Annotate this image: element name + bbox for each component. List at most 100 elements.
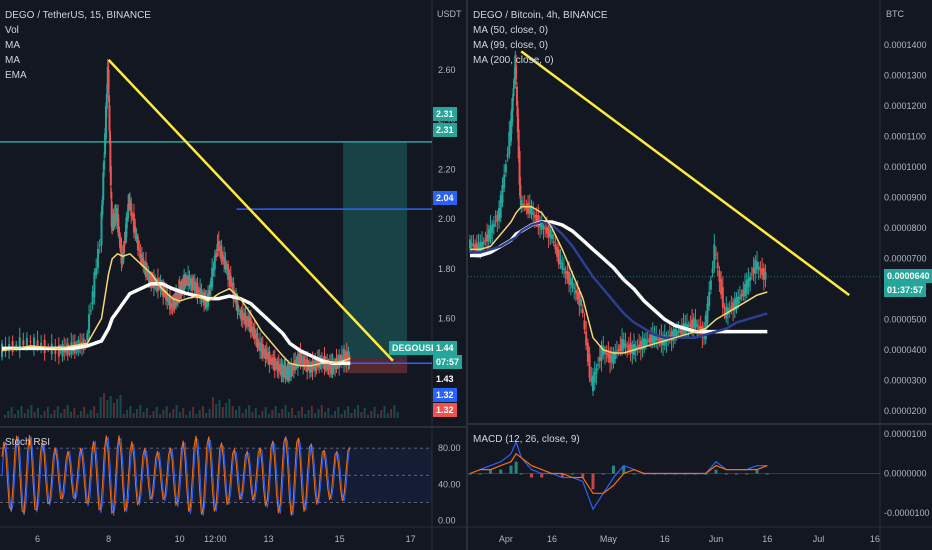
left-oscillator-label[interactable]: Stoch RSI bbox=[5, 437, 51, 448]
left-candle-body bbox=[109, 166, 112, 186]
left-candle-body bbox=[22, 340, 25, 346]
left-volume-bar bbox=[175, 405, 178, 418]
left-candle-body bbox=[252, 326, 255, 336]
left-volume-bar bbox=[20, 406, 23, 418]
left-volume-bar bbox=[122, 414, 125, 418]
left-volume-bar bbox=[264, 407, 267, 418]
right-indicator-ma-99[interactable]: MA (99, close, 0) bbox=[473, 40, 549, 51]
right-candle-body bbox=[494, 221, 497, 223]
left-osc-tick: 80.00 bbox=[438, 443, 461, 453]
left-volume-bar bbox=[211, 397, 214, 418]
right-chart-panel[interactable]: 0.0001400 0.0001300 0.0001200 0.0001100 0.00… bbox=[468, 0, 932, 550]
left-candle-body bbox=[18, 337, 21, 351]
left-indicator-ema[interactable]: EMA bbox=[5, 70, 27, 81]
left-indicator-vol[interactable]: Vol bbox=[5, 25, 19, 36]
left-candle-body bbox=[108, 105, 111, 131]
right-legend: DEGO / Bitcoin, 4h, BINANCE MA (50, clos… bbox=[473, 8, 608, 68]
panel-divider[interactable] bbox=[466, 0, 468, 550]
right-candle-body bbox=[486, 234, 489, 242]
right-candle-body bbox=[521, 203, 524, 208]
right-x-tick: 16 bbox=[870, 534, 880, 544]
left-badge-last-price: 1.44 bbox=[433, 341, 457, 355]
right-macd-histogram-bar bbox=[745, 473, 749, 475]
right-candle-body bbox=[566, 271, 569, 280]
left-candle-body bbox=[147, 271, 150, 281]
left-volume-bar bbox=[373, 407, 376, 418]
left-volume-bar bbox=[89, 410, 92, 418]
left-y-tick: 2.20 bbox=[438, 164, 456, 174]
left-volume-bar bbox=[301, 407, 303, 418]
left-volume-bar bbox=[380, 410, 383, 418]
left-candle-body bbox=[126, 218, 129, 221]
left-candle-body bbox=[199, 288, 202, 299]
left-candle-body bbox=[189, 280, 192, 286]
left-volume-bar bbox=[238, 406, 241, 418]
left-candle-body bbox=[125, 217, 128, 238]
right-candle-body bbox=[738, 296, 741, 300]
left-indicator-ma-1[interactable]: MA bbox=[5, 40, 20, 51]
left-volume-bar bbox=[231, 406, 234, 418]
right-candle-body bbox=[665, 336, 668, 343]
left-candle-body bbox=[119, 235, 122, 249]
left-candle-body bbox=[316, 359, 319, 367]
left-volume-bar bbox=[7, 411, 10, 418]
left-candle-body bbox=[59, 350, 62, 352]
right-macd-histogram-bar bbox=[765, 473, 769, 475]
left-volume-bar bbox=[50, 414, 53, 418]
right-candle-body bbox=[728, 308, 731, 311]
left-volume-bar bbox=[109, 396, 112, 418]
right-candle-body bbox=[568, 271, 571, 285]
right-macd-histogram-bar bbox=[468, 473, 472, 475]
left-volume-bar bbox=[165, 406, 168, 418]
left-candle-body bbox=[296, 354, 299, 369]
left-chart-canvas[interactable]: 2.602.402.202.001.801.60681012:001315178… bbox=[0, 0, 466, 550]
left-volume-bar bbox=[132, 413, 135, 418]
right-candle-body bbox=[605, 352, 608, 355]
left-candle-body bbox=[96, 248, 99, 269]
left-candle-body bbox=[123, 241, 126, 246]
right-symbol-title[interactable]: DEGO / Bitcoin, 4h, BINANCE bbox=[473, 10, 608, 21]
left-badge-resistance: 2.04 bbox=[433, 191, 457, 205]
left-volume-bar bbox=[43, 411, 46, 418]
left-symbol-title[interactable]: DEGO / TetherUS, 15, BINANCE bbox=[5, 10, 151, 21]
right-candle-body bbox=[638, 344, 641, 349]
left-candle-body bbox=[324, 363, 327, 365]
left-indicator-ma-2[interactable]: MA bbox=[5, 55, 20, 66]
right-chart-canvas[interactable]: 0.0001400 0.0001300 0.0001200 0.0001100 0.00… bbox=[468, 0, 932, 550]
right-candle-body bbox=[711, 268, 714, 273]
left-candle-body bbox=[187, 275, 190, 286]
right-candle-body bbox=[547, 226, 550, 238]
left-chart-panel[interactable]: 2.602.402.202.001.801.60681012:001315178… bbox=[0, 0, 466, 550]
left-volume-bar bbox=[149, 415, 152, 418]
right-oscillator-label[interactable]: MACD (12, 26, close, 9) bbox=[473, 434, 580, 445]
left-volume-bar bbox=[291, 408, 294, 418]
left-volume-bar bbox=[330, 415, 333, 418]
right-candle-body bbox=[474, 243, 477, 250]
right-indicator-ma-200[interactable]: MA (200, close, 0) bbox=[473, 55, 554, 66]
left-volume-bar bbox=[360, 412, 363, 418]
right-indicator-ma-50[interactable]: MA (50, close, 0) bbox=[473, 25, 549, 36]
left-volume-bar bbox=[261, 411, 264, 418]
right-candle-body bbox=[511, 98, 514, 112]
left-candle-body bbox=[224, 259, 227, 270]
right-candle-body bbox=[703, 329, 706, 338]
left-trendline bbox=[107, 58, 394, 362]
right-candle-body bbox=[658, 336, 661, 343]
right-candle-body bbox=[472, 245, 475, 247]
right-candle-body bbox=[533, 214, 536, 218]
right-y-tick: 0.0000300 bbox=[884, 375, 927, 385]
left-volume-bar bbox=[287, 412, 290, 418]
left-candle-body bbox=[93, 272, 96, 298]
left-volume-bar bbox=[393, 405, 396, 418]
right-candle-body bbox=[720, 278, 723, 295]
right-candle-body bbox=[726, 307, 729, 315]
left-candle-body bbox=[277, 364, 280, 372]
right-candle-body bbox=[644, 339, 647, 346]
left-candle-body bbox=[235, 297, 238, 305]
left-candle-body bbox=[243, 315, 246, 321]
left-candle-body bbox=[130, 202, 133, 216]
right-candle-body bbox=[506, 154, 509, 158]
right-candle-body bbox=[571, 281, 574, 288]
left-candle-body bbox=[89, 310, 92, 312]
right-macd-histogram-bar bbox=[540, 473, 544, 478]
